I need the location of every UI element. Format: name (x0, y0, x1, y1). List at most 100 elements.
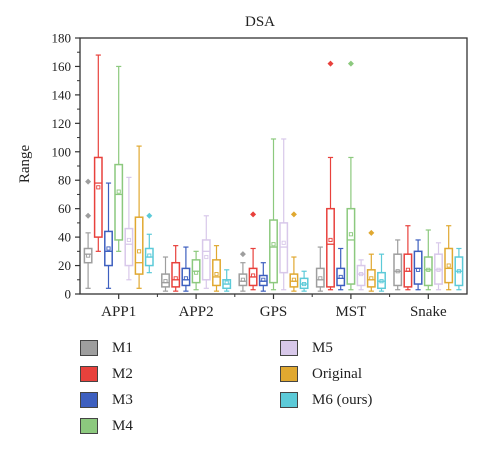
mean-marker (426, 267, 431, 272)
box (434, 242, 443, 291)
box-body (336, 267, 346, 287)
box-series-group (83, 54, 464, 292)
mean-marker (395, 269, 400, 274)
mean-marker (106, 246, 111, 251)
box (366, 229, 376, 292)
mean-marker (240, 277, 245, 282)
mean-marker (318, 276, 323, 281)
y-tick-label: 100 (52, 144, 72, 159)
box (299, 270, 309, 292)
y-tick-label: 80 (58, 173, 71, 188)
mean-marker (302, 281, 307, 287)
outlier-point (347, 60, 354, 67)
box (222, 269, 232, 292)
box-body (114, 163, 124, 241)
outlier-point (239, 251, 246, 258)
box (83, 178, 93, 289)
box (356, 259, 366, 291)
x-category-label: APP1 (101, 304, 136, 320)
box-body (434, 253, 443, 285)
outlier-point (327, 60, 334, 67)
mean-marker (251, 273, 256, 278)
box-body (171, 261, 181, 288)
box (289, 211, 299, 292)
box-body (279, 222, 289, 274)
box (393, 239, 403, 291)
box (124, 176, 134, 281)
box (171, 245, 181, 292)
box (114, 65, 124, 252)
box (269, 138, 278, 291)
box-body (161, 273, 170, 288)
series-m5 (124, 138, 443, 291)
box (93, 54, 103, 252)
mean-marker (405, 267, 410, 272)
mean-marker (96, 185, 101, 190)
mean-marker (338, 274, 343, 279)
series-m4 (114, 60, 433, 291)
outlier-point (85, 212, 92, 219)
mean-marker (436, 267, 441, 272)
mean-marker (261, 277, 266, 282)
box (326, 60, 335, 291)
y-tick-label: 20 (58, 258, 71, 273)
mean-marker (194, 270, 199, 275)
mean-marker (369, 276, 374, 281)
y-tick-label: 40 (58, 230, 71, 245)
y-tick-label: 0 (65, 287, 72, 302)
outlier-point (146, 212, 153, 219)
series-m3 (104, 182, 423, 292)
box (454, 247, 464, 291)
box (134, 145, 144, 289)
mean-marker (446, 263, 451, 268)
box-body (326, 207, 335, 288)
box-body (104, 230, 113, 267)
box-body (289, 273, 299, 288)
box (161, 256, 170, 292)
outlier-point (290, 211, 297, 218)
series-m6-ours (144, 212, 464, 292)
x-axis: APP1 APP2 GPS MST Snake (101, 294, 447, 320)
series-original (134, 145, 454, 292)
box-body (258, 274, 268, 287)
mean-marker (359, 272, 364, 277)
outlier-point (368, 229, 375, 236)
box (258, 262, 268, 292)
chart-title: DSA (245, 14, 275, 30)
x-category-label: GPS (260, 304, 288, 320)
box (315, 246, 325, 292)
box (212, 245, 221, 292)
box (181, 246, 191, 292)
box (104, 182, 113, 289)
mean-marker (86, 253, 91, 258)
box-body (269, 219, 278, 284)
mean-marker (379, 279, 384, 284)
mean-marker (291, 277, 296, 282)
box-body (377, 271, 386, 290)
y-tick-label: 60 (58, 201, 71, 216)
outlier-point (250, 211, 257, 218)
mean-marker (281, 240, 286, 245)
box (201, 215, 211, 289)
y-axis-label: Range (17, 145, 33, 184)
box (144, 212, 154, 274)
mean-marker (348, 232, 353, 237)
box (444, 225, 454, 291)
box-body (83, 247, 93, 264)
box-body (403, 253, 413, 288)
mean-marker (183, 276, 188, 281)
mean-marker (126, 237, 131, 243)
y-axis: 0 20 40 60 80 100 120 140 160 180 (52, 31, 80, 302)
box-body (134, 216, 144, 275)
box-body (413, 250, 423, 285)
box (423, 229, 433, 291)
series-m1 (83, 178, 403, 292)
box-body (299, 277, 309, 290)
box-body (315, 267, 325, 288)
x-category-label: Snake (410, 304, 447, 320)
mean-marker (147, 253, 152, 258)
mean-marker (224, 280, 229, 285)
box (346, 60, 356, 291)
mean-marker (116, 189, 121, 194)
